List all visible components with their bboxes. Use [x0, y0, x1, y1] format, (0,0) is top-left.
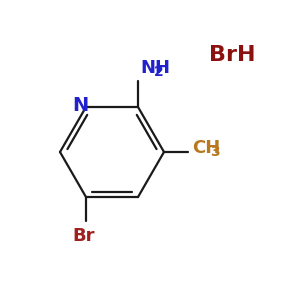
- Text: CH: CH: [192, 139, 220, 157]
- Text: Br: Br: [73, 227, 95, 245]
- Text: 3: 3: [210, 145, 220, 159]
- Text: BrH: BrH: [209, 45, 255, 65]
- Text: NH: NH: [140, 59, 170, 77]
- Text: 2: 2: [154, 65, 164, 79]
- Text: N: N: [72, 97, 88, 116]
